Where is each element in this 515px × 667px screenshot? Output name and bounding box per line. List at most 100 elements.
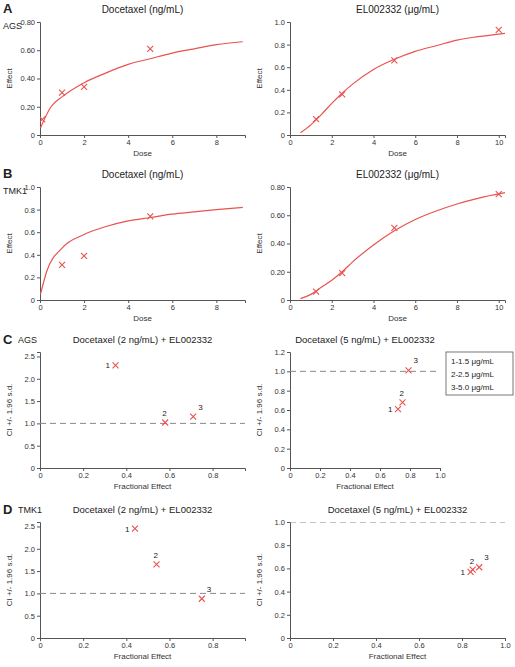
x-axis-tick: 0 — [288, 300, 292, 312]
y-axis-line — [287, 353, 291, 469]
panel: 024681000.20.40.60.81.0EL002332 (μg/mL)D… — [255, 4, 506, 158]
y-axis-tick-mark — [287, 187, 290, 188]
y-axis-line — [37, 353, 41, 469]
x-axis-tick: 0 — [288, 638, 292, 650]
data-point — [147, 213, 153, 219]
y-axis-tick-mark — [37, 187, 40, 188]
y-axis-tick: 1.0 — [275, 367, 290, 376]
point-label: 1 — [388, 405, 393, 414]
y-axis-tick: 0.4 — [25, 251, 40, 260]
y-axis-tick: 0.20 — [20, 103, 40, 112]
y-axis-tick-mark — [37, 277, 40, 278]
x-axis-tick-label: 6 — [171, 303, 175, 312]
y-axis-tick: 0 — [281, 131, 290, 140]
y-axis-tick: 0 — [31, 634, 40, 643]
x-axis-tick-label: 0.4 — [345, 471, 355, 480]
chart-title: EL002332 (μg/mL) — [356, 169, 439, 180]
x-axis-tick: 0.4 — [371, 638, 381, 650]
x-axis-tick: 2 — [330, 300, 334, 312]
annotation: TMK1 — [3, 186, 27, 196]
x-axis-tick-label: 4 — [372, 303, 376, 312]
y-axis-tick-label: 0.2 — [275, 611, 285, 620]
y-axis-tick-mark — [287, 352, 290, 353]
y-axis-tick-label: 0.4 — [25, 251, 35, 260]
y-axis: 00.200.400.600.80 — [270, 183, 290, 305]
y-axis-tick-mark — [287, 410, 290, 411]
y-axis-tick-label: 1.0 — [25, 589, 35, 598]
annotation: 3-5.0 μg/mL — [451, 383, 494, 392]
y-axis-tick: 0.8 — [275, 41, 290, 50]
y-axis-tick-mark — [287, 135, 290, 136]
y-axis-tick-mark — [37, 593, 40, 594]
y-axis-tick-label: 0.8 — [275, 41, 285, 50]
data-point — [496, 27, 502, 33]
y-axis-tick: 0.2 — [275, 611, 290, 620]
chart-title: Docetaxel (2 ng/mL) + EL002332 — [73, 504, 213, 515]
x-axis: 00.20.40.60.81.0 — [288, 638, 510, 650]
y-axis-tick-mark — [37, 135, 40, 136]
x-axis-tick-label: 8 — [455, 303, 459, 312]
y-axis-tick: 0.6 — [275, 406, 290, 415]
y-axis: 00.20.40.60.81.0 — [25, 183, 41, 305]
y-axis-tick: 0.2 — [275, 108, 290, 117]
point-label: 2 — [154, 551, 159, 560]
y-axis-tick-label: 0.60 — [270, 211, 285, 220]
data-point — [313, 289, 319, 295]
y-axis-tick: 0.2 — [25, 273, 40, 282]
y-axis-tick-mark — [287, 592, 290, 593]
x-axis-tick-label: 0.4 — [371, 641, 381, 650]
x-axis-title: Fractional Effect — [336, 482, 394, 491]
y-axis-tick-label: 1.0 — [275, 18, 285, 27]
data-point — [391, 225, 397, 231]
x-axis-tick: 0.6 — [165, 468, 175, 480]
x-axis-tick-label: 0.4 — [122, 471, 132, 480]
x-axis: 00.20.40.60.8 — [38, 468, 245, 480]
y-axis-tick-label: 0.6 — [275, 406, 285, 415]
point-label: 1 — [125, 525, 130, 534]
x-axis-tick-label: 0 — [38, 471, 42, 480]
point-label: 2 — [162, 409, 167, 418]
x-axis-tick: 0 — [38, 135, 42, 147]
y-axis-tick-label: 0.2 — [25, 273, 35, 282]
y-axis-tick: 0.8 — [275, 541, 290, 550]
annotation: 1-1.5 μg/mL — [451, 357, 494, 366]
x-axis-tick-label: 6 — [414, 303, 418, 312]
y-axis-tick-label: 0 — [31, 464, 35, 473]
chart-title: Docetaxel (5 ng/mL) + EL002332 — [328, 504, 468, 515]
y-axis-tick: 1.2 — [275, 348, 290, 357]
data-point — [391, 57, 397, 63]
x-axis-tick-label: 2 — [83, 138, 87, 147]
y-axis: 00.20.40.60.81.0 — [275, 18, 291, 140]
y-axis-tick-label: 0 — [281, 296, 285, 305]
data-point — [81, 84, 87, 90]
annotation: AGS — [18, 335, 37, 345]
x-axis-tick: 0.8 — [457, 638, 467, 650]
x-axis-tick-label: 0 — [38, 303, 42, 312]
data-point — [476, 564, 482, 570]
x-axis-tick-label: 2 — [330, 303, 334, 312]
y-axis-tick: 2.0 — [25, 545, 40, 554]
y-axis-tick: 0 — [281, 634, 290, 643]
x-axis-tick: 0.8 — [208, 638, 218, 650]
y-axis-tick-mark — [37, 468, 40, 469]
y-axis-tick: 0.6 — [275, 63, 290, 72]
x-axis-line — [291, 469, 441, 472]
data-point — [162, 419, 168, 425]
panel-letter: C — [3, 332, 13, 347]
y-axis-tick-label: 1.0 — [275, 518, 285, 527]
x-axis-tick-label: 0 — [38, 138, 42, 147]
x-axis-tick-label: 1.0 — [435, 471, 445, 480]
y-axis-tick-mark — [287, 112, 290, 113]
y-axis-line — [287, 23, 291, 136]
y-axis-tick-label: 2.0 — [25, 375, 35, 384]
y-axis-title: Effect — [255, 68, 264, 89]
y-axis-tick-mark — [37, 571, 40, 572]
y-axis-tick-label: 0 — [281, 464, 285, 473]
y-axis-line — [37, 23, 41, 136]
data-point — [496, 191, 502, 197]
figure-svg: 0246800.200.400.600.80Docetaxel (ng/mL)D… — [0, 0, 515, 667]
x-axis-tick: 0.2 — [78, 638, 88, 650]
y-axis-tick-mark — [287, 449, 290, 450]
x-axis-tick-label: 4 — [127, 138, 131, 147]
x-axis-tick: 1.0 — [500, 638, 510, 650]
